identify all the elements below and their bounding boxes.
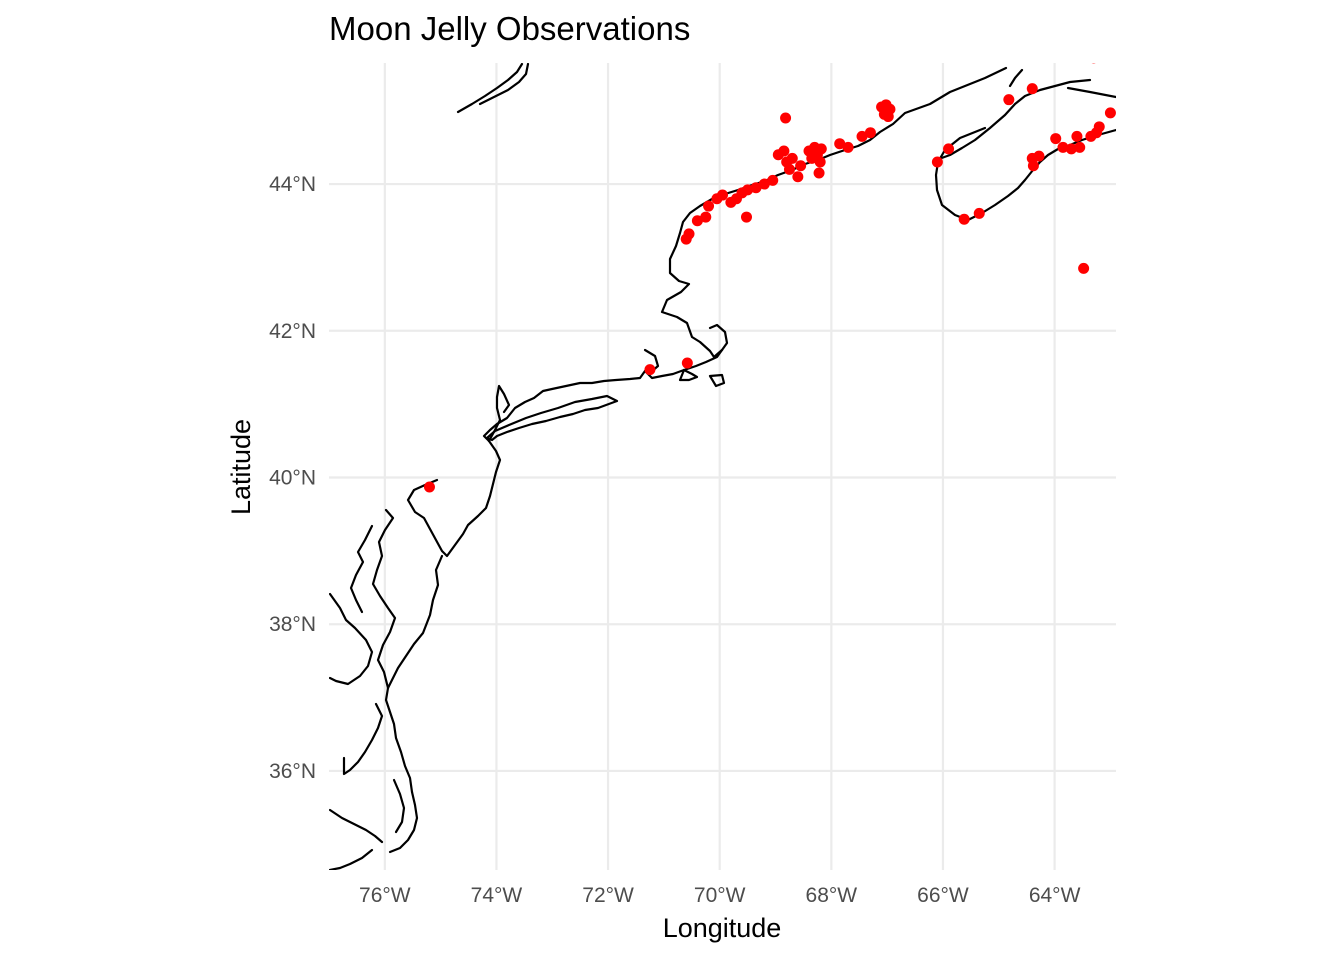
observation-point xyxy=(742,184,754,196)
observation-point xyxy=(767,174,779,186)
observation-point xyxy=(783,163,795,175)
observation-point xyxy=(423,481,435,493)
observation-point xyxy=(795,160,807,172)
observation-point xyxy=(758,178,770,190)
y-tick-label: 38°N xyxy=(269,613,316,636)
observation-point xyxy=(1078,262,1090,274)
observation-points xyxy=(423,63,1116,493)
observation-point xyxy=(778,145,790,157)
observation-point xyxy=(700,211,712,223)
observation-point xyxy=(717,189,728,201)
x-tick-label: 66°W xyxy=(917,884,969,907)
coastline-segment xyxy=(406,439,502,558)
observation-point xyxy=(1074,141,1086,153)
x-tick-label: 72°W xyxy=(582,884,634,907)
coastline xyxy=(329,63,1116,870)
x-axis-ticks: 76°W 74°W 72°W 70°W 68°W 66°W 64°W xyxy=(359,884,1081,907)
observation-point xyxy=(943,143,955,155)
chart-title: Moon Jelly Observations xyxy=(329,10,690,47)
observation-point xyxy=(1026,83,1038,95)
coastline-segment xyxy=(482,348,724,443)
observation-point xyxy=(741,211,753,223)
observation-point xyxy=(856,130,868,142)
coastline-segment xyxy=(1008,68,1024,88)
observation-point xyxy=(813,167,825,179)
x-tick-label: 74°W xyxy=(471,884,523,907)
y-tick-label: 36°N xyxy=(269,760,316,783)
observation-point xyxy=(842,141,854,153)
coastline-segment xyxy=(678,368,699,382)
observation-point xyxy=(880,99,892,111)
x-tick-label: 70°W xyxy=(694,884,746,907)
observation-point xyxy=(792,171,804,183)
observation-point xyxy=(1091,63,1096,64)
observation-point xyxy=(786,152,798,164)
observation-point xyxy=(973,207,985,219)
observation-point xyxy=(1104,107,1116,119)
y-axis-title: Latitude xyxy=(226,419,256,515)
coastline-segment xyxy=(456,63,524,114)
coastline-segment xyxy=(934,78,1092,162)
observation-point xyxy=(814,156,826,168)
observation-point xyxy=(750,182,762,194)
coastline-segment xyxy=(349,524,374,614)
x-axis-title: Longitude xyxy=(663,913,782,943)
x-tick-label: 68°W xyxy=(806,884,858,907)
coastline-segment xyxy=(487,384,511,443)
y-tick-label: 42°N xyxy=(269,320,316,343)
observation-point xyxy=(1057,141,1069,153)
coastline-segment xyxy=(329,808,384,844)
observation-point xyxy=(681,357,693,369)
observation-point xyxy=(1003,94,1015,106)
observation-point xyxy=(683,228,695,240)
observation-point xyxy=(1071,130,1083,142)
coastline-segment xyxy=(934,126,1116,222)
coastline-segment xyxy=(485,394,619,442)
observation-point xyxy=(1050,133,1062,145)
coastline-segment xyxy=(384,686,414,794)
y-axis-ticks: 36°N 38°N 40°N 42°N 44°N xyxy=(269,173,316,783)
observation-point xyxy=(644,364,656,376)
coastline-segment xyxy=(386,554,444,690)
observation-point xyxy=(780,112,792,124)
observation-point xyxy=(703,200,715,212)
coastline-segment xyxy=(1066,86,1116,99)
x-tick-label: 76°W xyxy=(359,884,411,907)
observation-point xyxy=(1065,143,1077,155)
observation-point xyxy=(691,215,703,227)
observation-point xyxy=(958,213,970,225)
coastline-segment xyxy=(329,592,374,686)
y-tick-label: 44°N xyxy=(269,173,316,196)
observation-point xyxy=(864,127,876,139)
observation-point xyxy=(1093,121,1105,133)
y-tick-label: 40°N xyxy=(269,467,316,490)
x-tick-label: 64°W xyxy=(1029,884,1081,907)
coastline-segment xyxy=(708,373,726,388)
coastline-segment xyxy=(388,790,419,854)
coastline-segment xyxy=(329,848,374,870)
observation-point xyxy=(1033,150,1045,162)
coastline-segment xyxy=(660,66,1008,359)
observation-point xyxy=(834,138,846,150)
coastline-segment xyxy=(478,63,530,106)
coastline-segment xyxy=(392,778,406,834)
gridlines xyxy=(329,63,1116,870)
observation-point xyxy=(815,143,827,155)
observation-point xyxy=(931,156,943,168)
coastline-segment xyxy=(371,508,397,690)
coastline-segment xyxy=(342,702,384,776)
